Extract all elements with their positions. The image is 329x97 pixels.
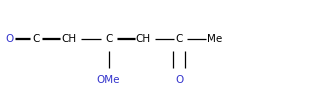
Text: C: C bbox=[105, 34, 112, 44]
Text: CH: CH bbox=[136, 34, 151, 44]
Text: O: O bbox=[175, 74, 184, 85]
Text: C: C bbox=[176, 34, 183, 44]
Text: OMe: OMe bbox=[97, 74, 120, 85]
Text: CH: CH bbox=[62, 34, 77, 44]
Text: Me: Me bbox=[207, 34, 222, 44]
Text: C: C bbox=[33, 34, 40, 44]
Text: O: O bbox=[5, 34, 13, 44]
